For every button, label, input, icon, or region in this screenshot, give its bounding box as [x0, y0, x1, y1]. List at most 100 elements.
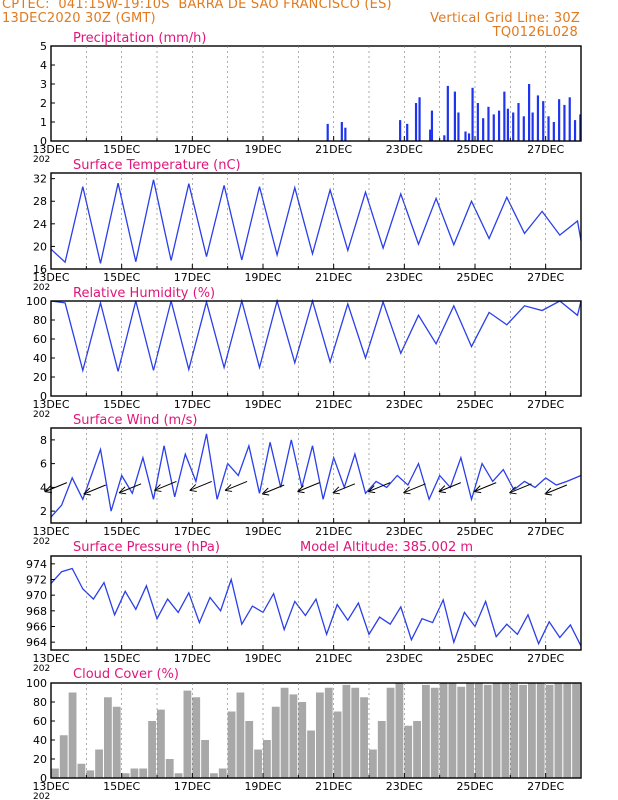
- x-tick-label: 23DEC: [386, 525, 423, 538]
- x-tick-label: 17DEC: [174, 525, 211, 538]
- wind-vector: [44, 482, 68, 493]
- data-bar: [464, 131, 467, 141]
- data-bar: [307, 730, 315, 778]
- data-bar: [148, 721, 156, 778]
- x-tick-label: 27DEC: [527, 143, 564, 156]
- x-tick-label: 19DEC: [244, 525, 281, 538]
- x-tick-label: 21DEC: [315, 398, 352, 411]
- x-tick-label: 21DEC: [315, 652, 352, 665]
- data-bar: [466, 683, 474, 778]
- panel-title: Surface Wind (m/s): [73, 413, 197, 428]
- y-tick-label: 16: [33, 263, 47, 276]
- y-tick-label: 0: [40, 772, 47, 785]
- y-tick-label: 5: [40, 40, 47, 53]
- data-bar: [430, 687, 439, 778]
- y-tick-label: 0: [40, 390, 47, 403]
- data-bar: [528, 84, 531, 141]
- y-tick-label: 32: [33, 173, 47, 186]
- data-bar: [528, 683, 536, 778]
- panel-frame: [50, 172, 582, 270]
- x-tick-label: 25DEC: [456, 525, 493, 538]
- data-bar: [517, 103, 520, 141]
- data-bar: [510, 683, 519, 778]
- y-tick-label: 24: [33, 218, 47, 231]
- x-tick-label: 25DEC: [456, 652, 493, 665]
- data-bar: [59, 735, 68, 778]
- x-tick-label: 13DEC: [32, 271, 69, 284]
- data-bar: [572, 683, 580, 778]
- x-year-fragment: 202: [33, 792, 50, 800]
- wind-vector: [297, 482, 320, 493]
- header-model-id: TQ0126L028: [492, 25, 578, 40]
- data-bar: [174, 773, 183, 778]
- series-line: [50, 567, 582, 647]
- wind-vector-head: [332, 486, 340, 495]
- series-line: [50, 433, 582, 518]
- data-bar: [413, 721, 421, 778]
- x-tick-label: 21DEC: [315, 271, 352, 284]
- data-bar: [254, 749, 262, 778]
- x-tick-label: 17DEC: [174, 398, 211, 411]
- data-bar: [340, 122, 343, 141]
- y-tick-label: 80: [33, 696, 47, 709]
- wind-vector-head: [403, 486, 411, 495]
- x-tick-label: 25DEC: [456, 398, 493, 411]
- panel-title: Relative Humidity (%): [73, 286, 215, 301]
- wind-vector: [189, 480, 212, 491]
- data-bar: [324, 687, 333, 778]
- y-tick-label: 40: [33, 352, 47, 365]
- data-bar: [418, 97, 421, 141]
- x-tick-label: 21DEC: [315, 780, 352, 793]
- wind-vector: [224, 480, 248, 491]
- wind-vector: [509, 483, 532, 494]
- data-bar: [104, 697, 112, 778]
- wind-vector: [83, 484, 106, 495]
- y-tick-label: 20: [33, 240, 47, 253]
- data-bar: [86, 770, 95, 778]
- wind-vector-head: [367, 485, 376, 494]
- data-bar: [121, 773, 130, 778]
- x-year-fragment: 202: [33, 155, 50, 165]
- panel-frame: [50, 682, 582, 779]
- wind-vector-head: [83, 487, 91, 496]
- data-bar: [377, 721, 386, 778]
- x-tick-label: 15DEC: [103, 652, 140, 665]
- x-tick-label: 13DEC: [32, 143, 69, 156]
- data-bar: [536, 95, 540, 141]
- data-bar: [483, 684, 492, 778]
- data-bar: [414, 103, 418, 141]
- series-line: [50, 298, 582, 373]
- data-bar: [531, 112, 534, 141]
- data-bar: [573, 120, 577, 141]
- data-bar: [448, 683, 457, 778]
- y-tick-label: 968: [26, 605, 47, 618]
- data-bar: [547, 116, 550, 141]
- panel-frame: [50, 45, 582, 142]
- wind-vector: [438, 482, 462, 493]
- data-bar: [475, 683, 483, 778]
- data-bar: [280, 687, 289, 778]
- x-tick-label: 25DEC: [456, 780, 493, 793]
- data-bar: [360, 697, 368, 778]
- data-bar: [522, 116, 525, 141]
- x-tick-label: 23DEC: [386, 143, 423, 156]
- x-tick-label: 15DEC: [103, 143, 140, 156]
- y-tick-label: 964: [26, 636, 47, 649]
- data-bar: [519, 684, 527, 778]
- data-bar: [512, 112, 515, 141]
- data-bar: [476, 103, 479, 141]
- x-tick-label: 25DEC: [456, 143, 493, 156]
- series-line: [50, 179, 582, 264]
- y-tick-label: 8: [40, 434, 47, 447]
- x-tick-label: 27DEC: [527, 525, 564, 538]
- wind-vector-head: [118, 486, 127, 495]
- x-tick-label: 17DEC: [174, 271, 211, 284]
- data-bar: [542, 101, 545, 141]
- data-bar: [165, 759, 174, 778]
- x-tick-label: 21DEC: [315, 143, 352, 156]
- wind-vector-head: [224, 484, 233, 492]
- panel-frame: [50, 300, 582, 397]
- y-tick-label: 100: [26, 295, 47, 308]
- data-bar: [95, 749, 103, 778]
- y-tick-label: 4: [40, 481, 47, 494]
